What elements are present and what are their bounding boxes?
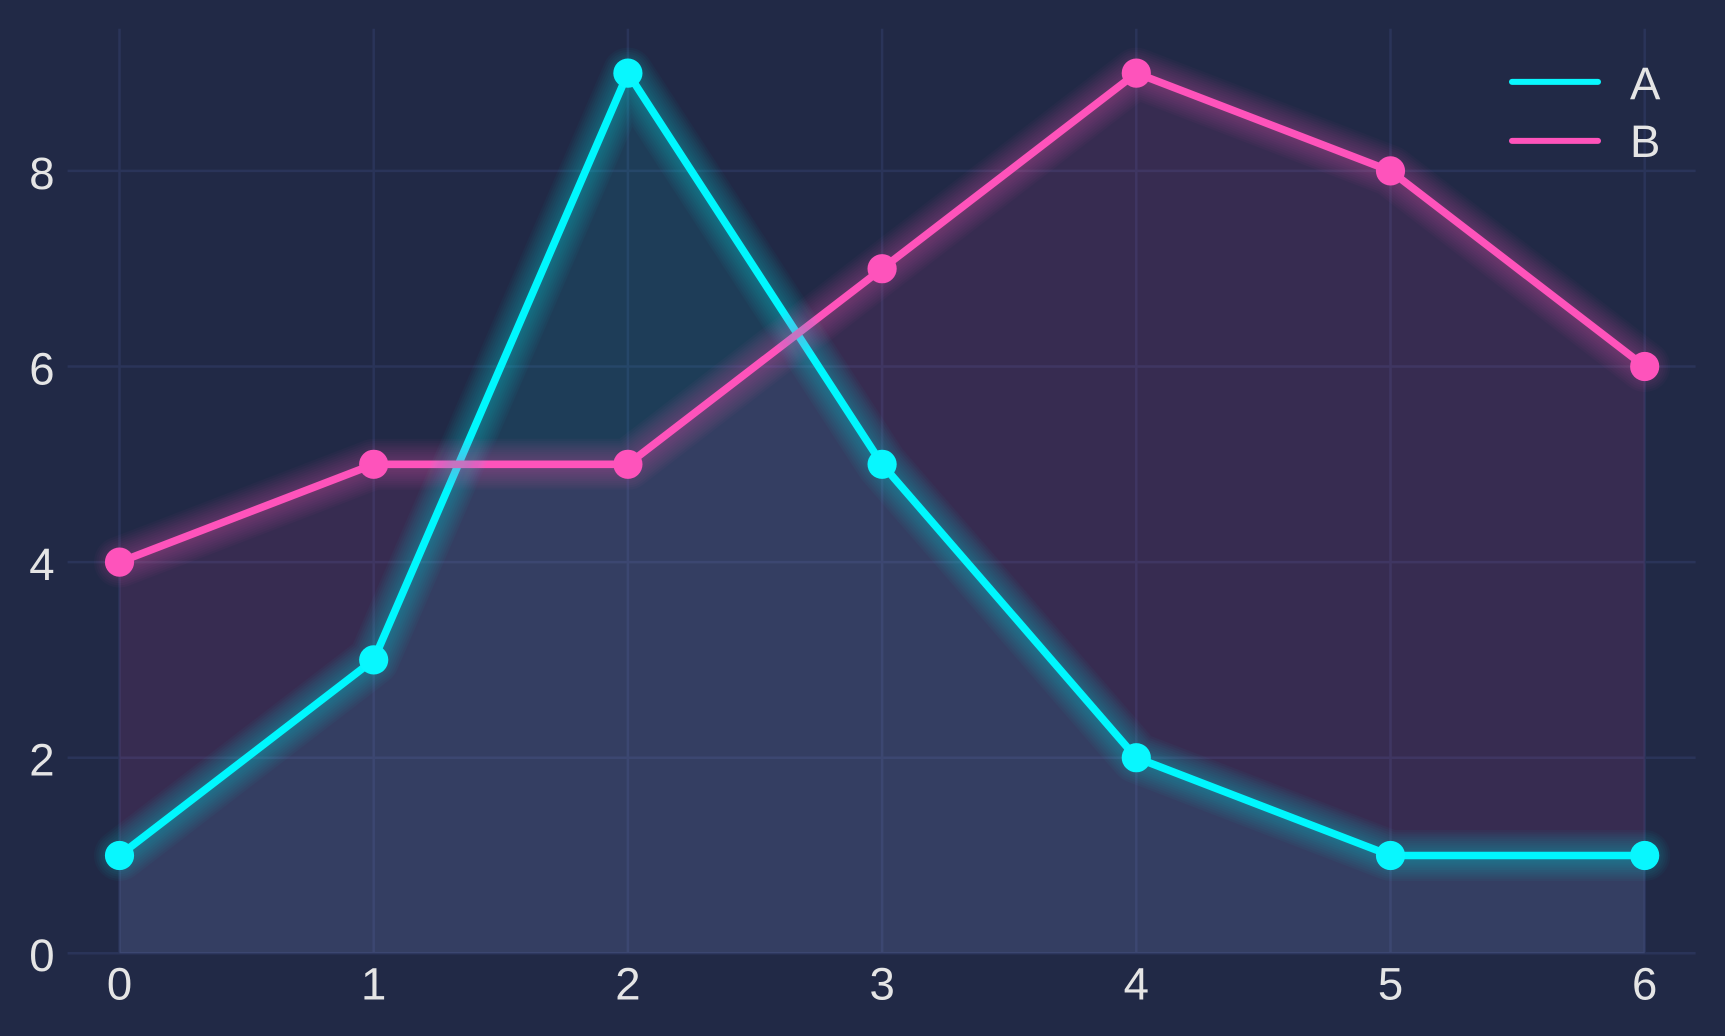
- svg-text:2: 2: [29, 735, 54, 786]
- svg-text:4: 4: [1124, 959, 1149, 1010]
- svg-text:6: 6: [29, 343, 54, 394]
- svg-text:3: 3: [869, 959, 894, 1010]
- svg-text:6: 6: [1632, 959, 1657, 1010]
- svg-text:B: B: [1630, 116, 1660, 167]
- svg-text:8: 8: [29, 148, 54, 199]
- svg-text:2: 2: [615, 959, 640, 1010]
- svg-text:0: 0: [107, 959, 132, 1010]
- svg-text:1: 1: [361, 959, 386, 1010]
- svg-text:0: 0: [29, 930, 54, 981]
- svg-text:4: 4: [29, 539, 54, 590]
- svg-text:5: 5: [1378, 959, 1403, 1010]
- svg-text:A: A: [1630, 58, 1661, 109]
